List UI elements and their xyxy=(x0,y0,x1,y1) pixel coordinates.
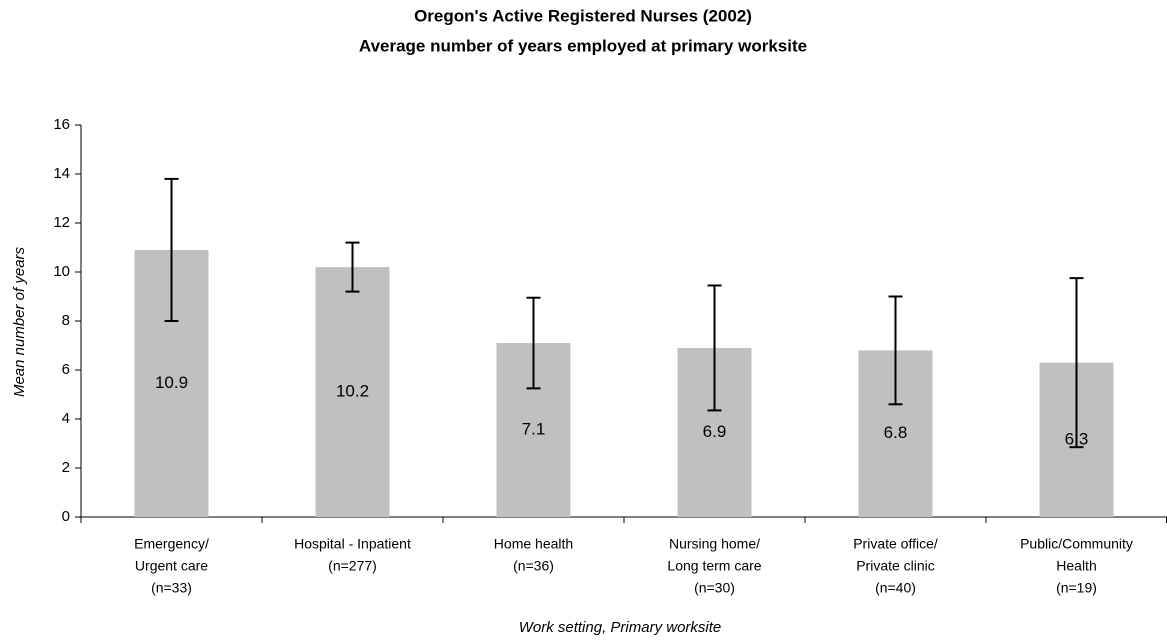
y-tick-label: 10 xyxy=(53,263,70,280)
y-tick-label: 16 xyxy=(53,116,70,133)
y-tick-label: 8 xyxy=(62,312,70,329)
x-tick-label: (n=30) xyxy=(694,580,735,596)
data-label: 10.2 xyxy=(336,382,369,401)
y-tick-label: 14 xyxy=(53,165,70,182)
x-tick-label: (n=36) xyxy=(513,558,554,574)
chart-subtitle: Average number of years employed at prim… xyxy=(359,36,807,55)
x-tick-label: Hospital - Inpatient xyxy=(294,536,411,552)
x-axis-label: Work setting, Primary worksite xyxy=(519,619,722,636)
bar xyxy=(315,267,390,517)
x-tick-label: Public/Community xyxy=(1020,536,1133,552)
y-tick-label: 0 xyxy=(62,508,70,525)
x-tick-label: Home health xyxy=(494,536,573,552)
x-tick-label: Private office/ xyxy=(853,536,938,552)
y-tick-label: 12 xyxy=(53,214,70,231)
data-label: 6.8 xyxy=(884,423,908,442)
x-tick-label: Private clinic xyxy=(856,558,935,574)
x-tick-label: (n=19) xyxy=(1056,580,1097,596)
x-tick-label: (n=33) xyxy=(151,580,192,596)
x-tick-label: Emergency/ xyxy=(134,536,209,552)
y-tick-label: 4 xyxy=(62,410,70,427)
x-tick-label: (n=40) xyxy=(875,580,916,596)
data-label: 6.9 xyxy=(703,422,727,441)
x-tick-label: (n=277) xyxy=(328,558,377,574)
x-tick-label: Nursing home/ xyxy=(669,536,760,552)
chart-title: Oregon's Active Registered Nurses (2002) xyxy=(414,6,752,25)
x-tick-label: Urgent care xyxy=(135,558,208,574)
y-tick-label: 2 xyxy=(62,459,70,476)
data-label: 10.9 xyxy=(155,373,188,392)
x-tick-label: Long term care xyxy=(667,558,761,574)
x-tick-label: Health xyxy=(1056,558,1096,574)
data-label: 7.1 xyxy=(522,420,546,439)
y-axis-label: Mean number of years xyxy=(11,246,28,397)
y-tick-label: 6 xyxy=(62,361,70,378)
